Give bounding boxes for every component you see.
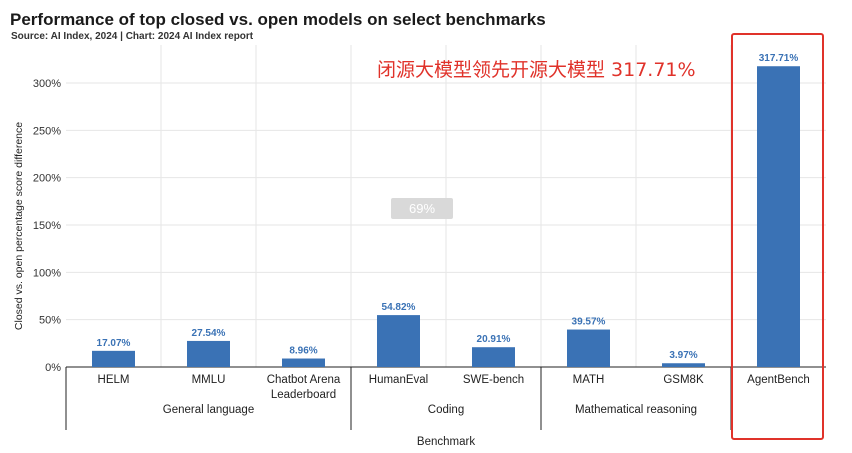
y-tick-label: 150% [33, 220, 61, 232]
y-tick-label: 200% [33, 173, 61, 185]
bar-6 [662, 363, 705, 367]
agentbench-highlight-box [731, 33, 824, 440]
group-label: Mathematical reasoning [575, 404, 697, 416]
y-tick-label: 100% [33, 267, 61, 279]
bar-value-label: 8.96% [289, 346, 317, 357]
x-tick-label: AgentBench [747, 374, 810, 386]
bar-1 [187, 340, 230, 367]
x-tick-label: Leaderboard [271, 389, 336, 401]
y-tick-label: 300% [33, 78, 61, 90]
x-tick-label: MMLU [192, 374, 226, 386]
bar-value-label: 3.97% [669, 350, 697, 361]
bar-4 [472, 347, 515, 367]
chart-source: Source: AI Index, 2024 | Chart: 2024 AI … [11, 31, 254, 42]
bar-value-label: 17.07% [97, 338, 131, 349]
y-axis-title: Closed vs. open percentage score differe… [13, 122, 25, 330]
lead-annotation: 闭源大模型领先开源大模型 317.71% [377, 59, 696, 81]
y-tick-label: 250% [33, 125, 61, 137]
x-tick-label: HumanEval [369, 374, 428, 386]
x-tick-label: Chatbot Arena [267, 374, 341, 386]
bar-value-label: 39.57% [572, 317, 606, 328]
watermark-badge: 69% [391, 198, 453, 219]
x-tick-label: SWE-bench [463, 374, 524, 386]
bar-0 [92, 350, 135, 367]
bar-3 [377, 315, 420, 367]
bar-7 [757, 66, 800, 368]
x-tick-label: GSM8K [663, 374, 704, 386]
bar-value-label: 54.82% [382, 302, 416, 313]
x-axis-title: Benchmark [417, 436, 475, 448]
y-tick-label: 50% [39, 315, 61, 327]
x-tick-label: MATH [573, 374, 605, 386]
x-tick-label: HELM [98, 374, 130, 386]
bar-value-label: 27.54% [192, 328, 226, 339]
bar-value-label: 317.71% [759, 53, 799, 64]
chart-title: Performance of top closed vs. open model… [10, 10, 546, 29]
group-label: General language [163, 404, 254, 416]
bar-5 [567, 329, 610, 367]
y-tick-label: 0% [45, 362, 61, 374]
bar-value-label: 20.91% [477, 334, 511, 345]
bar-2 [282, 358, 325, 367]
group-label: Coding [428, 404, 464, 416]
